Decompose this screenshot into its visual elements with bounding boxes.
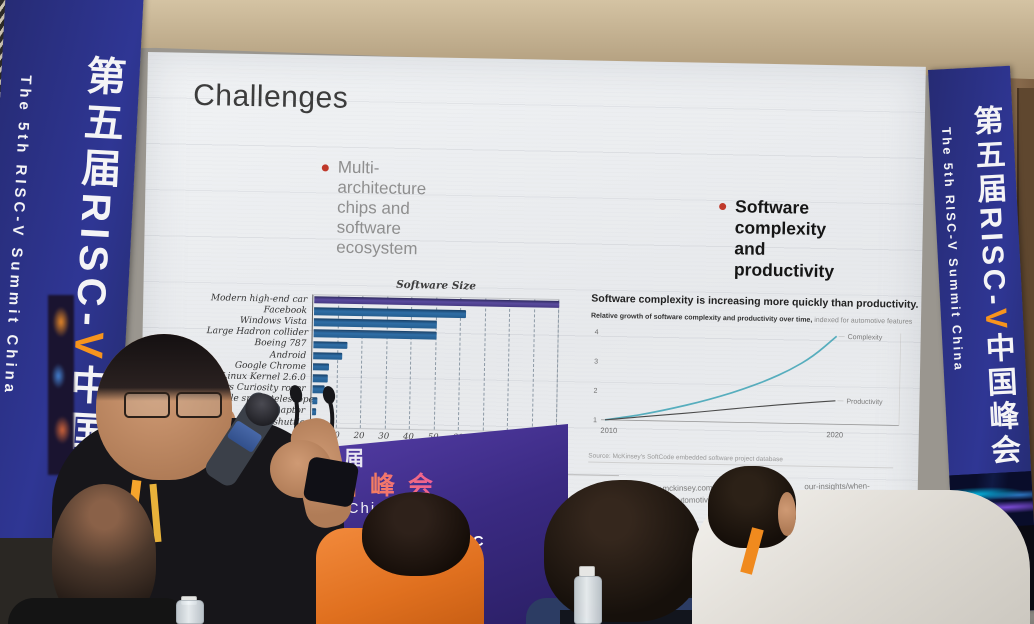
banner-left-english-title: The 5th RISC-V Summit China bbox=[0, 74, 35, 397]
risc-v-logo-text: RISC-V bbox=[973, 206, 1013, 334]
x-axis bbox=[601, 419, 899, 426]
y-tick-label: 4 bbox=[595, 329, 599, 336]
speaker-hair bbox=[96, 334, 232, 402]
bottle-body bbox=[176, 600, 204, 624]
bar bbox=[313, 329, 437, 340]
audience-shoulders-left bbox=[8, 598, 190, 624]
plot-right-border bbox=[898, 333, 902, 426]
projection-screen: Challenges Multi-architecture chips and … bbox=[138, 52, 926, 565]
water-bottle bbox=[176, 596, 204, 624]
bullet-dot bbox=[719, 202, 727, 211]
x-tick-label: 2020 bbox=[826, 430, 843, 439]
complexity-line-chart: Software complexity is increasing more q… bbox=[588, 292, 919, 469]
bar bbox=[313, 352, 343, 361]
audience-head-center bbox=[544, 480, 702, 622]
y-tick-label: 3 bbox=[594, 358, 598, 365]
series-line-complexity bbox=[604, 335, 838, 421]
bullet-dot bbox=[321, 164, 329, 172]
x-tick-label: 30 bbox=[378, 431, 390, 442]
water-bottle bbox=[574, 566, 602, 624]
series-end-label: Productivity bbox=[846, 399, 883, 407]
bottle-body bbox=[574, 576, 602, 624]
bar-chart-title: Software Size bbox=[396, 278, 477, 293]
presenter-clicker bbox=[302, 455, 360, 509]
banner-right-english-title: The 5th RISC-V Summit China bbox=[939, 126, 966, 373]
slide-title: Challenges bbox=[192, 78, 349, 115]
bullet-item: Multi-architecture chips and software ec… bbox=[321, 157, 426, 258]
y-tick-label: 2 bbox=[594, 388, 598, 395]
speaker-head bbox=[96, 334, 232, 480]
speaker-glasses bbox=[124, 392, 222, 418]
bar bbox=[313, 318, 437, 329]
side-display-glow bbox=[48, 295, 74, 475]
y-tick-label: 1 bbox=[593, 417, 597, 424]
bar bbox=[313, 340, 348, 349]
x-tick-label: 2010 bbox=[600, 426, 617, 435]
audience-face-edge bbox=[778, 492, 796, 536]
audience-head-orange-shirt bbox=[362, 492, 470, 576]
bullet-item: Software complexity and productivity bbox=[718, 196, 834, 281]
series-line-productivity bbox=[604, 400, 836, 421]
bar bbox=[312, 363, 330, 372]
line-chart-title: Software complexity is increasing more q… bbox=[591, 292, 919, 311]
series-end-label: Complexity bbox=[848, 334, 883, 342]
